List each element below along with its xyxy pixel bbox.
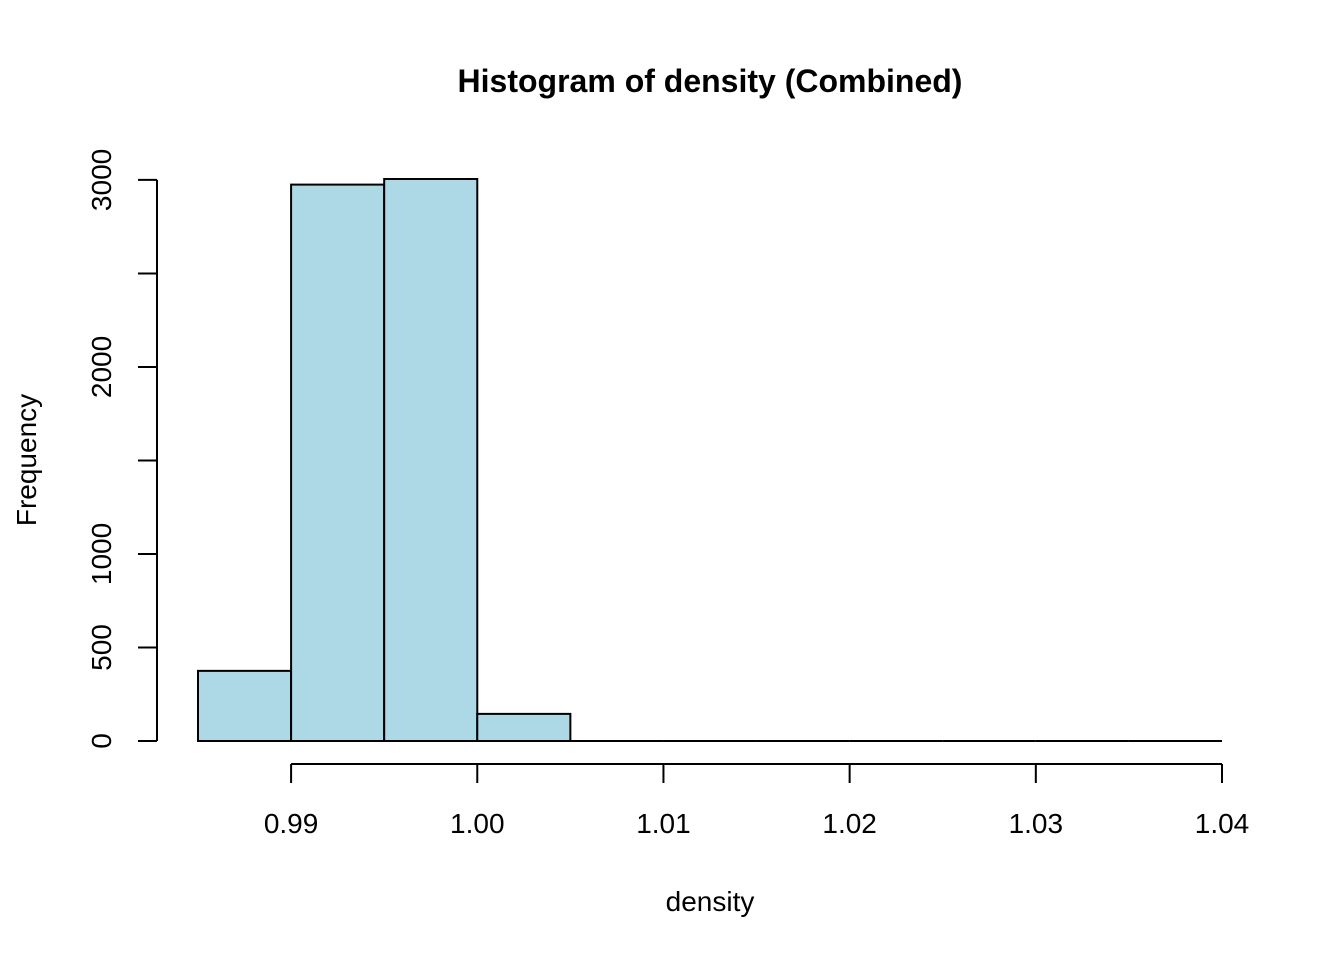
x-tick-label: 1.00 — [450, 808, 505, 839]
x-tick-label: 1.04 — [1195, 808, 1250, 839]
histogram-bar — [197, 669, 293, 742]
y-axis: 0 500 1000 2000 3000 — [86, 149, 158, 749]
x-tick-label: 1.01 — [636, 808, 691, 839]
x-tick-label: 1.03 — [1009, 808, 1064, 839]
bars-group — [197, 178, 1222, 742]
histogram-bar — [383, 178, 479, 742]
y-tick-label: 3000 — [86, 149, 117, 211]
x-tick-label: 0.99 — [264, 808, 319, 839]
histogram-bar — [476, 712, 572, 742]
y-tick-label: 500 — [86, 624, 117, 671]
y-tick-label: 1000 — [86, 523, 117, 585]
histogram-bar — [290, 183, 386, 742]
y-axis-label: Frequency — [11, 394, 42, 526]
x-tick-label: 1.02 — [822, 808, 877, 839]
chart-title: Histogram of density (Combined) — [458, 63, 963, 99]
y-tick-label: 0 — [86, 733, 117, 749]
x-axis: 0.99 1.00 1.01 1.02 1.03 1.04 — [264, 763, 1250, 839]
y-tick-label: 2000 — [86, 336, 117, 398]
x-axis-label: density — [666, 886, 755, 917]
